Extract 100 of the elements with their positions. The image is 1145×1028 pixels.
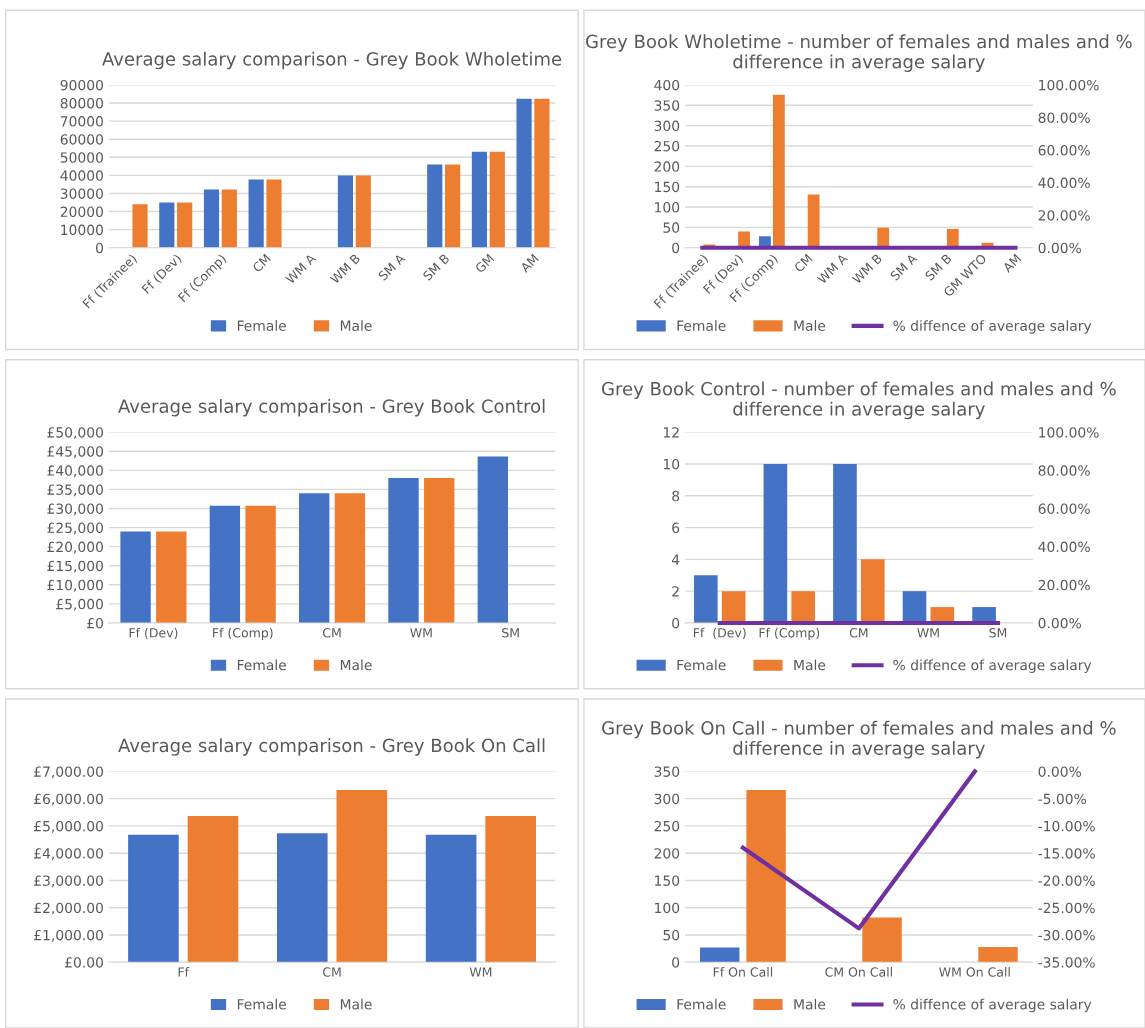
y-tick-label: 100: [655, 202, 680, 213]
bar: [187, 816, 239, 963]
y-tick-label: 300: [654, 120, 680, 132]
y-tick-label: £6,000.00: [34, 793, 103, 806]
y2-tick-label: -20.00%: [1038, 875, 1095, 886]
y2-tick-label: 60.00%: [1038, 503, 1090, 514]
y-tick-label: 50000: [60, 152, 103, 163]
legend-label: Female: [677, 320, 726, 331]
bar: [772, 94, 785, 248]
bar: [807, 194, 820, 248]
y-tick-label: 10: [663, 458, 680, 470]
y-tick-label: 250: [654, 140, 680, 152]
legend-label: Female: [677, 659, 726, 671]
legend-label: Male: [340, 320, 372, 331]
y-tick-label: £20,000: [47, 541, 103, 554]
y-tick-label: 30000: [60, 188, 103, 199]
y-tick-label: 10000: [61, 224, 103, 236]
y-tick-label: 0: [672, 957, 680, 968]
bar: [177, 202, 193, 248]
bar: [209, 505, 241, 623]
y-tick-label: £50,000: [47, 427, 103, 440]
y2-tick-label: -35.00%: [1038, 957, 1095, 968]
bar: [427, 164, 443, 248]
y2-tick-label: 100.00%: [1039, 427, 1099, 438]
y-tick-label: 20000: [60, 206, 103, 218]
y2-tick-label: -5.00%: [1038, 793, 1087, 805]
x-tick-label: GM: [474, 253, 495, 274]
x-tick-label: WM A: [285, 252, 317, 285]
bar: [489, 151, 505, 248]
bar: [860, 559, 885, 623]
y-tick-label: 50: [663, 929, 680, 941]
x-tick-label: Ff (Dev): [129, 627, 178, 639]
bar: [534, 98, 550, 248]
y-tick-label: 150: [655, 875, 680, 886]
x-tick-label: CM: [322, 967, 341, 977]
x-tick-label: CM: [793, 253, 813, 273]
y-tick-label: 80000: [60, 97, 103, 109]
legend-label: Male: [794, 659, 826, 671]
y2-tick-label: -30.00%: [1038, 929, 1095, 941]
bar: [388, 477, 419, 623]
bar: [355, 175, 371, 248]
y-tick-label: 0: [672, 242, 680, 254]
bar: [336, 789, 388, 963]
y2-tick-label: 0.00%: [1038, 242, 1082, 254]
legend-label: Female: [237, 320, 286, 331]
x-tick-label: CM: [251, 253, 272, 273]
bar: [156, 531, 187, 623]
x-tick-label: WM On Call: [939, 967, 1010, 977]
x-tick-label: WM: [917, 628, 939, 638]
bar: [902, 591, 927, 623]
y2-tick-label: 80.00%: [1038, 465, 1090, 476]
chart-title: Average salary comparison - Grey Book On Call: [118, 738, 545, 756]
bar: [424, 477, 455, 623]
x-tick-label: SM A: [377, 252, 406, 281]
y-tick-label: 50: [663, 222, 680, 233]
y2-tick-label: -10.00%: [1038, 820, 1095, 832]
bar: [763, 463, 788, 623]
y-tick-label: £3,000.00: [34, 875, 103, 888]
y-tick-label: £5,000: [56, 598, 103, 611]
legend-label: Male: [794, 998, 826, 1010]
y2-tick-label: 40.00%: [1038, 177, 1090, 189]
y-tick-label: £0: [87, 617, 103, 629]
bar: [276, 833, 328, 963]
bar: [721, 591, 746, 623]
bar: [978, 946, 1018, 963]
y2-tick-label: 80.00%: [1038, 112, 1090, 123]
y-tick-label: £4,000.00: [34, 848, 103, 861]
bar: [445, 164, 461, 248]
x-tick-label: Ff: [178, 967, 190, 977]
legend-label: % diffence of average salary: [893, 998, 1092, 1013]
y-tick-label: 70000: [60, 116, 103, 127]
bar: [299, 493, 330, 623]
x-tick-label: CM: [849, 628, 868, 638]
bar: [159, 202, 175, 248]
x-tick-label: SM: [502, 628, 519, 638]
bar: [477, 456, 508, 623]
bar: [337, 175, 354, 248]
y-tick-label: £5,000.00: [34, 820, 103, 833]
bar: [791, 591, 816, 623]
x-tick-label: CM On Call: [825, 967, 892, 977]
bar: [700, 947, 740, 963]
x-tick-label: WM: [410, 628, 432, 638]
x-tick-label: SM: [989, 628, 1007, 638]
y-tick-label: 0: [672, 617, 680, 629]
y-tick-label: £35,000: [47, 484, 103, 497]
bar: [471, 151, 487, 248]
bar: [120, 531, 151, 623]
y-tick-label: 100: [655, 902, 680, 914]
y-tick-label: 250: [654, 820, 680, 832]
bar: [203, 189, 220, 248]
chart-title: Grey Book Wholetime - number of females and males and % difference in average salary: [586, 34, 1132, 72]
y-tick-label: 12: [663, 427, 679, 438]
y-tick-label: 60000: [60, 134, 103, 145]
y2-tick-label: 60.00%: [1038, 145, 1090, 156]
chart-title: Grey Book On Call - number of females and males and % difference in average salary: [602, 720, 1116, 759]
y-tick-label: £0.00: [65, 957, 103, 968]
x-tick-label: Ff (Dev): [693, 627, 746, 639]
y-tick-label: 300: [654, 793, 680, 805]
y-tick-label: £15,000: [47, 560, 103, 573]
x-tick-label: AM: [1002, 253, 1022, 273]
